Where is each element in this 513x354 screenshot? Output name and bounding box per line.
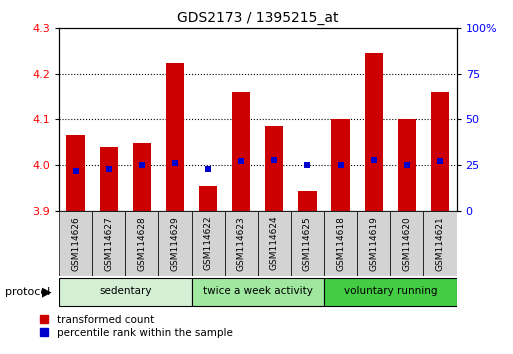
Bar xyxy=(365,53,383,211)
Bar xyxy=(258,211,291,276)
Bar xyxy=(133,143,151,211)
Text: GSM114619: GSM114619 xyxy=(369,216,378,271)
Bar xyxy=(331,119,350,211)
Bar xyxy=(92,211,125,276)
Bar xyxy=(431,92,449,211)
Text: GSM114629: GSM114629 xyxy=(170,216,180,270)
Bar xyxy=(100,147,118,211)
Bar xyxy=(291,211,324,276)
Text: GSM114625: GSM114625 xyxy=(303,216,312,270)
Bar xyxy=(166,63,184,211)
Text: GSM114621: GSM114621 xyxy=(436,216,444,270)
Bar xyxy=(423,211,457,276)
Text: GSM114628: GSM114628 xyxy=(137,216,146,270)
Text: protocol: protocol xyxy=(5,287,50,297)
Bar xyxy=(191,278,324,306)
Text: GSM114620: GSM114620 xyxy=(402,216,411,270)
Text: GSM114627: GSM114627 xyxy=(104,216,113,270)
Bar xyxy=(265,126,284,211)
Bar xyxy=(232,92,250,211)
Legend: transformed count, percentile rank within the sample: transformed count, percentile rank withi… xyxy=(40,315,232,338)
Text: GSM114618: GSM114618 xyxy=(336,216,345,271)
Bar xyxy=(59,211,92,276)
Bar xyxy=(324,211,357,276)
Text: GSM114623: GSM114623 xyxy=(236,216,246,270)
Bar xyxy=(199,185,217,211)
Bar xyxy=(59,278,191,306)
Bar xyxy=(225,211,258,276)
Bar xyxy=(357,211,390,276)
Text: sedentary: sedentary xyxy=(99,286,151,296)
Bar xyxy=(159,211,191,276)
Bar xyxy=(324,278,457,306)
Bar xyxy=(390,211,423,276)
Text: twice a week activity: twice a week activity xyxy=(203,286,313,296)
Text: GSM114624: GSM114624 xyxy=(270,216,279,270)
Text: ▶: ▶ xyxy=(42,286,52,298)
Bar xyxy=(191,211,225,276)
Text: GSM114622: GSM114622 xyxy=(204,216,212,270)
Text: voluntary running: voluntary running xyxy=(344,286,437,296)
Bar xyxy=(299,192,317,211)
Title: GDS2173 / 1395215_at: GDS2173 / 1395215_at xyxy=(177,11,339,24)
Bar xyxy=(67,136,85,211)
Bar xyxy=(398,119,416,211)
Text: GSM114626: GSM114626 xyxy=(71,216,80,270)
Bar xyxy=(125,211,159,276)
